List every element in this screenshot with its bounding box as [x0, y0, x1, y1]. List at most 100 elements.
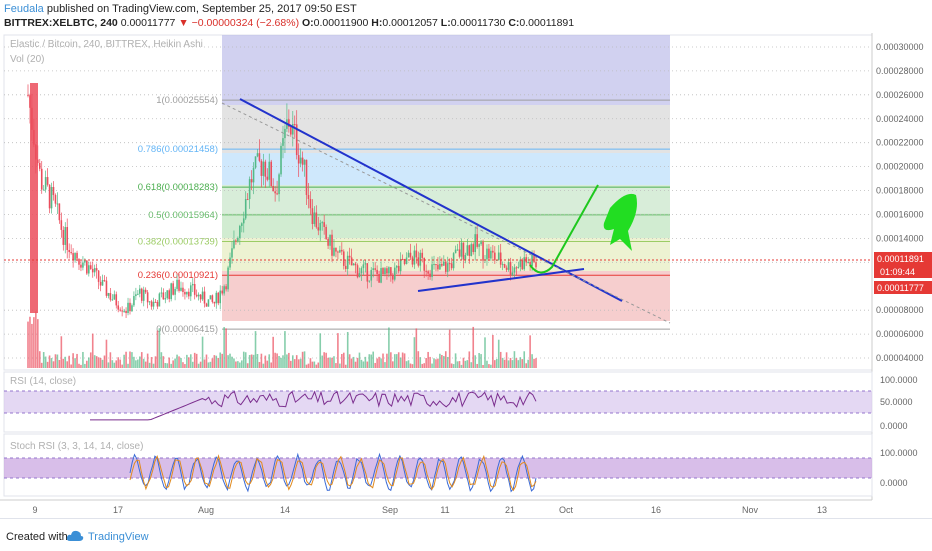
- candle: [99, 276, 102, 292]
- volume-bar: [348, 354, 351, 368]
- candle: [476, 225, 478, 249]
- volume-bar: [58, 359, 61, 368]
- y-tick-label: 0.00006000: [876, 329, 924, 339]
- volume-bar: [331, 357, 333, 368]
- last-price-badge: 0.00011891: [877, 254, 924, 264]
- volume-bar: [244, 352, 247, 368]
- volume-bar: [107, 362, 110, 368]
- candle: [272, 178, 274, 192]
- candle: [91, 261, 94, 278]
- volume-bar: [401, 352, 404, 368]
- downtrend-line: [239, 98, 623, 302]
- candle: [105, 276, 108, 298]
- candle: [446, 256, 449, 278]
- candle: [494, 246, 496, 264]
- volume-bar: [137, 359, 139, 368]
- chart-svg[interactable]: 1(0.00025554) 0.786(0.00021458) 0.618(0.00…: [0, 33, 932, 518]
- candle: [182, 282, 184, 297]
- volume-bar: [248, 355, 251, 368]
- candle: [376, 265, 378, 282]
- volume-bar: [521, 359, 524, 368]
- candle: [458, 240, 461, 259]
- candle: [240, 222, 243, 233]
- volume-bar: [337, 333, 339, 368]
- candle: [521, 258, 524, 271]
- candle: [54, 193, 57, 207]
- candle: [337, 250, 339, 260]
- volume-bar: [311, 361, 314, 368]
- x-tick-label: 14: [280, 505, 290, 515]
- volume-bar: [256, 353, 259, 368]
- volume-bar: [262, 363, 265, 368]
- volume-bar: [197, 363, 200, 368]
- candle: [89, 261, 92, 270]
- candle: [529, 258, 531, 271]
- candle: [417, 251, 420, 268]
- volume-bar: [339, 363, 341, 368]
- volume-bar: [499, 351, 502, 368]
- volume-bar: [225, 328, 227, 368]
- pair-legend: Elastic / Bitcoin, 240, BITTREX, Heikin …: [10, 39, 203, 50]
- candle: [278, 172, 280, 202]
- candle: [370, 267, 373, 288]
- candle: [368, 280, 371, 283]
- volume-bar: [40, 362, 43, 368]
- volume-bar: [168, 357, 171, 368]
- volume-bar: [439, 353, 441, 368]
- volume-bar: [235, 361, 237, 368]
- volume-bar: [474, 355, 476, 368]
- volume-bar: [411, 364, 414, 368]
- candle: [246, 193, 249, 201]
- candle: [40, 161, 43, 194]
- change-value: ▼ −0.00000324 (−2.68%): [178, 17, 300, 29]
- volume-bar: [460, 364, 463, 368]
- candle: [497, 245, 500, 261]
- candle: [342, 249, 345, 270]
- candle: [299, 148, 302, 168]
- candle: [454, 245, 457, 254]
- open-value: 0.00011900: [313, 17, 369, 29]
- candle: [335, 247, 337, 258]
- stoch-k-line: [129, 452, 537, 493]
- candle: [50, 182, 53, 214]
- volume-bar: [111, 360, 114, 368]
- volume-bar: [258, 362, 261, 368]
- volume-bar: [299, 358, 302, 368]
- volume-bar: [321, 355, 324, 368]
- volume-bar: [237, 361, 239, 368]
- volume-bar: [435, 359, 437, 368]
- volume-bar: [125, 351, 127, 368]
- volume-bar: [144, 361, 147, 368]
- tradingview-cloud-icon[interactable]: [66, 529, 84, 543]
- tradingview-link[interactable]: TradingView: [88, 531, 149, 543]
- candle: [441, 257, 443, 268]
- y-tick-label: 0.00004000: [876, 353, 924, 363]
- volume-bar: [201, 336, 204, 368]
- candle: [223, 284, 225, 296]
- candle: [492, 244, 494, 259]
- candle: [219, 285, 222, 310]
- x-tick-label: Oct: [559, 505, 574, 515]
- candle: [148, 301, 151, 306]
- candle: [311, 199, 314, 230]
- volume-bar: [342, 352, 345, 368]
- candle: [280, 143, 282, 177]
- volume-bar: [158, 328, 161, 368]
- volume-bar: [174, 358, 176, 368]
- volume-bar: [325, 352, 327, 368]
- volume-bar: [529, 335, 531, 368]
- candle: [180, 281, 182, 292]
- candle: [68, 243, 70, 259]
- candle: [284, 124, 286, 154]
- candle: [478, 243, 480, 257]
- candle: [146, 289, 149, 309]
- candle: [344, 259, 347, 272]
- author-link[interactable]: Feudala: [4, 3, 44, 15]
- candle: [452, 252, 455, 271]
- candle: [327, 237, 329, 249]
- candle: [488, 244, 490, 262]
- volume-bar: [188, 357, 190, 368]
- volume-bar: [480, 354, 482, 368]
- candle: [295, 110, 298, 160]
- volume-bar: [276, 353, 278, 368]
